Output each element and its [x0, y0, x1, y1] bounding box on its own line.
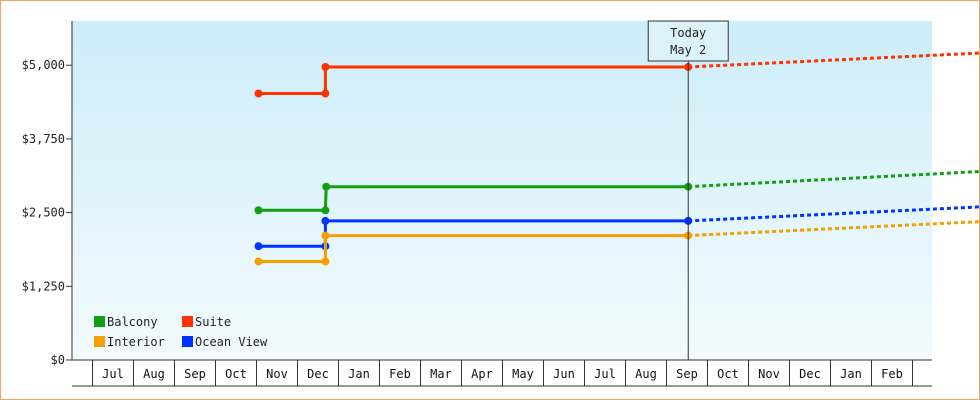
x-tick-label: Jul	[102, 367, 124, 381]
interior-point	[321, 231, 330, 240]
x-tick-label: Jun	[553, 367, 575, 381]
y-axis: $0 $1,250 $2,500 $3,750 $5,000	[22, 21, 73, 367]
today-marker: Today May 2	[647, 20, 729, 360]
interior-projection-line	[688, 220, 979, 238]
y-tick-label: $2,500	[22, 206, 65, 220]
ocean-view-point	[254, 242, 263, 251]
today-date-label: May 2	[670, 43, 706, 57]
legend-swatch-balcony	[94, 316, 105, 327]
x-tick-label: Nov	[758, 367, 780, 381]
legend-label-balcony: Balcony	[107, 315, 158, 329]
suite-point	[254, 89, 263, 98]
x-tick-label: Jan	[840, 367, 862, 381]
y-tick-label: $0	[51, 353, 65, 367]
series-suite	[254, 51, 979, 98]
balcony-projection-line	[688, 170, 979, 189]
y-tick-label: $5,000	[22, 58, 65, 72]
x-tick-label: Nov	[266, 367, 288, 381]
legend-label-ocean-view: Ocean View	[195, 335, 268, 349]
x-tick-label: May	[512, 367, 534, 381]
x-tick-label: Aug	[143, 367, 165, 381]
legend-swatch-suite	[182, 316, 193, 327]
today-label-box	[647, 20, 729, 62]
x-tick-label: Aug	[635, 367, 657, 381]
interior-point	[254, 257, 263, 266]
legend-swatch-ocean-view	[182, 336, 193, 347]
legend-label-interior: Interior	[107, 335, 165, 349]
x-tick-label: Apr	[471, 367, 493, 381]
y-tick-label: $3,750	[22, 132, 65, 146]
suite-projection-line	[688, 51, 979, 69]
x-tick-label: Sep	[676, 367, 698, 381]
x-tick-label: Oct	[225, 367, 247, 381]
x-tick-label: Feb	[881, 367, 903, 381]
ocean-view-point	[321, 216, 330, 225]
suite-point	[321, 63, 330, 71]
balcony-point	[322, 182, 331, 191]
legend-label-suite: Suite	[195, 315, 231, 329]
ocean-view-projection-line	[688, 205, 979, 223]
interior-line	[258, 234, 689, 263]
balcony-point	[321, 206, 330, 215]
balcony-line	[258, 185, 689, 212]
x-tick-label: Mar	[430, 367, 452, 381]
interior-point	[321, 257, 330, 266]
today-label: Today	[670, 26, 706, 40]
plot-background	[72, 21, 932, 360]
suite-line	[258, 65, 689, 95]
x-tick-label: Dec	[307, 367, 329, 381]
suite-point	[321, 89, 330, 98]
balcony-point	[254, 206, 263, 215]
x-tick-label: Oct	[717, 367, 739, 381]
legend-swatch-interior	[94, 336, 105, 347]
x-tick-label: Dec	[799, 367, 821, 381]
x-tick-label: Jan	[348, 367, 370, 381]
y-tick-label: $1,250	[22, 279, 65, 293]
series-balcony	[254, 170, 979, 215]
x-tick-label: Feb	[389, 367, 411, 381]
x-axis: Jul Aug Sep Oct Nov Dec Jan Feb Mar Apr May Jun Jul A…	[72, 359, 932, 387]
series-layer	[254, 51, 979, 266]
legend: Balcony Suite Interior Ocean View	[94, 315, 268, 349]
x-tick-label: Jul	[594, 367, 616, 381]
x-tick-label: Sep	[184, 367, 206, 381]
